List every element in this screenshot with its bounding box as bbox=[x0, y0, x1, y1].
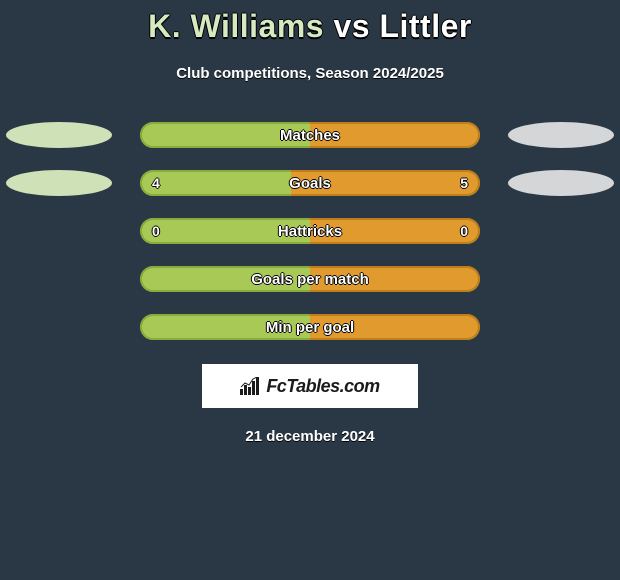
stat-bar: Matches bbox=[140, 122, 480, 148]
versus-text: vs bbox=[333, 8, 370, 44]
subtitle: Club competitions, Season 2024/2025 bbox=[0, 65, 620, 82]
player2-value-oval bbox=[508, 170, 614, 196]
stat-bar: Min per goal bbox=[140, 314, 480, 340]
stat-bar: Goals per match bbox=[140, 266, 480, 292]
page-title: K. Williams vs Littler bbox=[0, 8, 620, 45]
bars-icon bbox=[240, 377, 262, 395]
stat-bar: 45Goals bbox=[140, 170, 480, 196]
stat-row: Goals per match bbox=[0, 266, 620, 292]
stat-row: Min per goal bbox=[0, 314, 620, 340]
comparison-panel: K. Williams vs Littler Club competitions… bbox=[0, 0, 620, 445]
player1-value-oval bbox=[6, 170, 112, 196]
date-text: 21 december 2024 bbox=[0, 428, 620, 445]
stat-label: Goals per match bbox=[140, 266, 480, 292]
stat-row: 45Goals bbox=[0, 170, 620, 196]
stat-bar: 00Hattricks bbox=[140, 218, 480, 244]
logo-text: FcTables.com bbox=[266, 376, 379, 397]
stats-bars: Matches 45Goals 00Hattricks Goals per match… bbox=[0, 122, 620, 340]
player2-value-oval bbox=[508, 122, 614, 148]
stat-row: 00Hattricks bbox=[0, 218, 620, 244]
logo-box: FcTables.com bbox=[202, 364, 418, 408]
stat-row: Matches bbox=[0, 122, 620, 148]
stat-label: Goals bbox=[140, 170, 480, 196]
player1-value-oval bbox=[6, 122, 112, 148]
player2-name: Littler bbox=[379, 8, 471, 44]
player1-name: K. Williams bbox=[148, 8, 324, 44]
stat-label: Hattricks bbox=[140, 218, 480, 244]
stat-label: Min per goal bbox=[140, 314, 480, 340]
stat-label: Matches bbox=[140, 122, 480, 148]
